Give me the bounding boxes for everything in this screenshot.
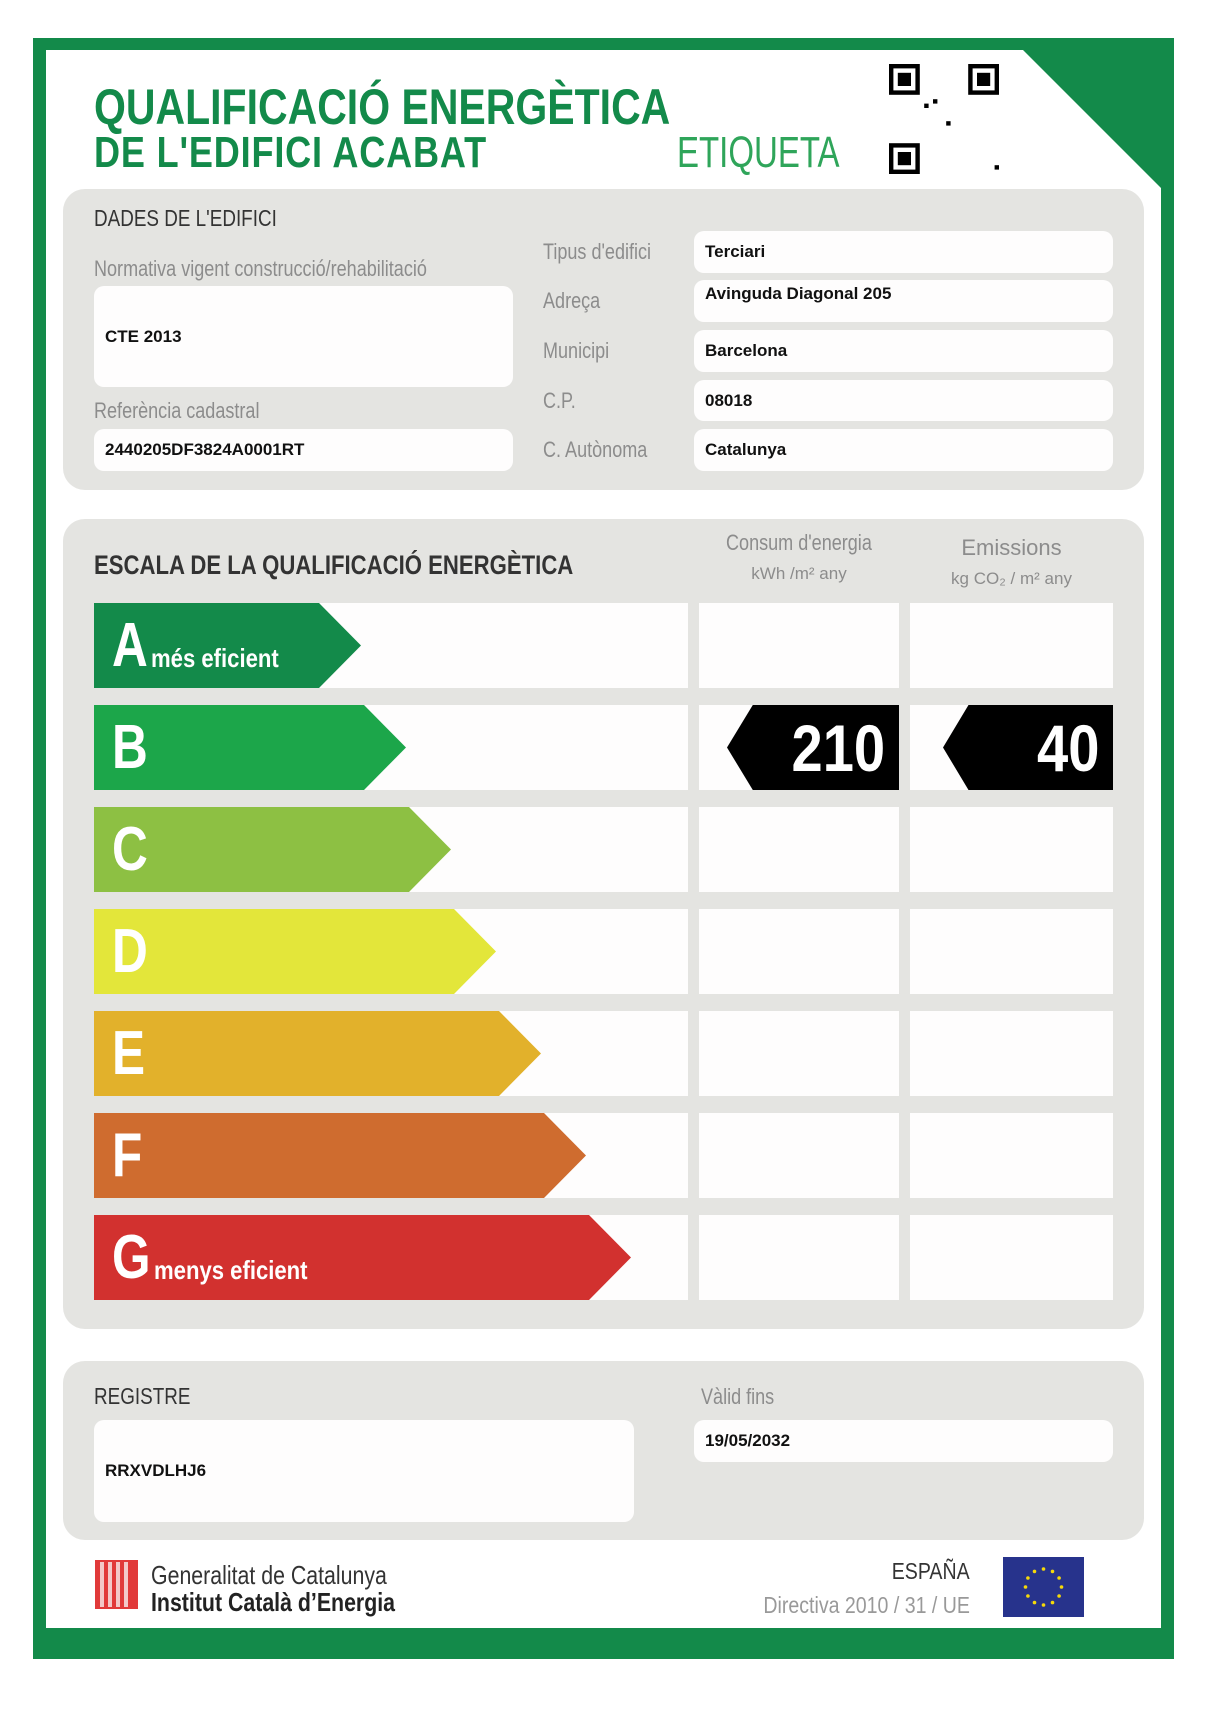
normativa-label: Normativa vigent construcció/rehabilitac… <box>94 256 427 281</box>
valid-until-label: Vàlid fins <box>701 1384 775 1409</box>
registry-field: RRXVDLHJ6 <box>94 1420 634 1522</box>
normativa-field: CTE 2013 <box>94 286 513 387</box>
org-line2: Institut Català d’Energia <box>151 1587 396 1617</box>
energy-unit: kWh /m² any <box>751 564 847 583</box>
emissions-cell <box>910 807 1113 892</box>
title-line1: QUALIFICACIÓ ENERGÈTICA <box>94 79 671 135</box>
eu-star <box>1057 1594 1061 1598</box>
rating-letter: E <box>112 1019 146 1088</box>
eu-star <box>1023 1585 1028 1589</box>
energy-header: Consum d'energia <box>699 530 899 556</box>
rating-letter: G <box>112 1223 151 1292</box>
etiqueta-label: ETIQUETA <box>677 128 840 177</box>
eu-star <box>1059 1585 1064 1589</box>
rating-arrow-b: B <box>94 705 406 790</box>
energy-cell <box>699 807 899 892</box>
rating-arrow-d: D <box>94 909 496 994</box>
directive-label: Directiva 2010 / 31 / UE <box>763 1592 970 1618</box>
generalitat-logo-icon <box>95 1560 138 1609</box>
building-section-title: DADES DE L'EDIFICI <box>94 205 277 231</box>
emissions-cell <box>910 1011 1113 1096</box>
energy-cell <box>699 1215 899 1300</box>
eu-star <box>1041 1567 1046 1571</box>
emissions-cell <box>910 603 1113 688</box>
rating-letter: A <box>112 611 148 680</box>
eu-star <box>1050 1569 1055 1574</box>
eu-star <box>1032 1569 1037 1574</box>
valid-until-field: 19/05/2032 <box>694 1420 1113 1462</box>
energy-cell <box>699 603 899 688</box>
energy-header-text: Consum d'energia <box>726 530 872 555</box>
field-label: C. Autònoma <box>543 437 648 462</box>
energy-cell <box>699 1011 899 1096</box>
eu-star <box>1050 1600 1055 1605</box>
eu-star <box>1041 1603 1046 1607</box>
field-label: C.P. <box>543 388 576 413</box>
energy-cell <box>699 909 899 994</box>
country-label: ESPAÑA <box>892 1558 970 1584</box>
rating-arrow-c: C <box>94 807 451 892</box>
eu-star <box>1026 1594 1030 1598</box>
emissions-cell <box>910 1113 1113 1198</box>
rating-arrow-e: E <box>94 1011 541 1096</box>
qr-code-icon <box>889 64 999 174</box>
rating-arrow-f: F <box>94 1113 586 1198</box>
field-label: Municipi <box>543 338 610 363</box>
rating-letter: F <box>112 1121 143 1190</box>
rating-letter: B <box>112 713 148 782</box>
rating-letter: D <box>112 917 148 986</box>
emissions-cell <box>910 909 1113 994</box>
field-label: Adreça <box>543 288 601 313</box>
eu-star <box>1026 1576 1030 1580</box>
field-value: Catalunya <box>694 429 1113 471</box>
emissions-value-badge: 40 <box>943 705 1113 790</box>
emissions-value: 40 <box>1036 710 1099 785</box>
energy-cell <box>699 1113 899 1198</box>
field-value: 08018 <box>694 380 1113 421</box>
scale-section-title: ESCALA DE LA QUALIFICACIÓ ENERGÈTICA <box>94 550 574 580</box>
emissions-header: Emissions <box>961 535 1062 560</box>
cadastral-label: Referència cadastral <box>94 398 260 423</box>
eu-flag-icon <box>1003 1557 1084 1617</box>
energy-value-badge: 210 <box>727 705 899 790</box>
field-value: Terciari <box>694 231 1113 273</box>
energy-value: 210 <box>791 710 885 785</box>
emissions-cell <box>910 1215 1113 1300</box>
field-value: Avinguda Diagonal 205 <box>694 280 1113 322</box>
eu-star <box>1032 1600 1037 1605</box>
registry-label: REGISTRE <box>94 1383 191 1409</box>
emissions-unit: kg CO₂ / m² any <box>951 569 1072 588</box>
rating-sublabel: més eficient <box>150 643 279 673</box>
rating-sublabel: menys eficient <box>154 1255 308 1285</box>
eu-star <box>1057 1576 1061 1580</box>
field-label: Tipus d'edifici <box>543 239 652 264</box>
title-line2: DE L'EDIFICI ACABAT <box>94 128 487 177</box>
rating-letter: C <box>112 815 148 884</box>
field-value: Barcelona <box>694 330 1113 372</box>
org-line1: Generalitat de Catalunya <box>151 1560 387 1590</box>
cadastral-field: 2440205DF3824A0001RT <box>94 429 513 471</box>
